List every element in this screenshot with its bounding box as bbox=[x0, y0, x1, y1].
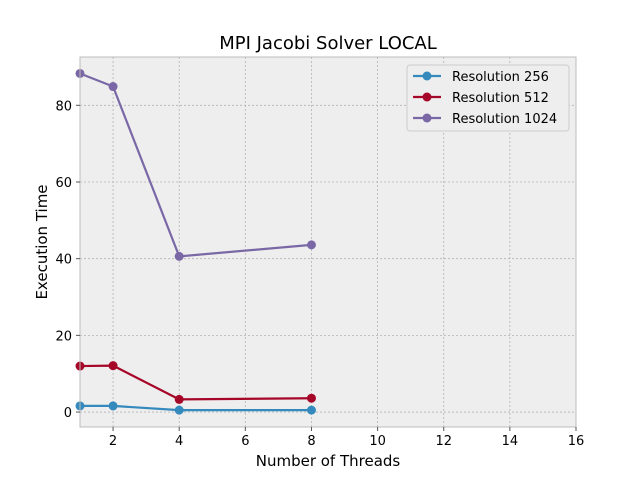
y-tick-label: 40 bbox=[55, 253, 72, 268]
legend-item: Resolution 1024 bbox=[413, 112, 557, 127]
data-point bbox=[108, 361, 118, 371]
legend-swatch-marker bbox=[422, 92, 432, 102]
y-tick-label: 0 bbox=[64, 406, 72, 421]
x-tick-label: 10 bbox=[369, 434, 386, 449]
x-tick-label: 4 bbox=[175, 434, 183, 449]
legend-item: Resolution 256 bbox=[413, 70, 549, 85]
data-point bbox=[174, 405, 184, 415]
x-tick-label: 6 bbox=[241, 434, 249, 449]
data-point bbox=[306, 240, 316, 250]
series-line bbox=[80, 404, 312, 412]
data-point bbox=[108, 82, 118, 92]
series-line bbox=[79, 72, 312, 258]
x-tick-label: 12 bbox=[435, 434, 452, 449]
x-tick-label: 16 bbox=[568, 434, 585, 449]
x-axis-label: Number of Threads bbox=[256, 452, 401, 470]
chart-title: MPI Jacobi Solver LOCAL bbox=[219, 33, 437, 54]
data-point bbox=[108, 401, 118, 411]
y-axis-label: Execution Time bbox=[33, 184, 51, 299]
data-point bbox=[174, 251, 184, 261]
legend-swatch-marker bbox=[422, 113, 432, 123]
x-tick-label: 2 bbox=[109, 434, 117, 449]
data-point bbox=[306, 393, 316, 403]
data-point bbox=[174, 394, 184, 404]
x-tick-label: 8 bbox=[307, 434, 315, 449]
data-point bbox=[306, 405, 316, 415]
y-tick-label: 60 bbox=[55, 176, 72, 191]
y-tick-label: 20 bbox=[55, 329, 72, 344]
legend-label: Resolution 256 bbox=[452, 70, 549, 85]
x-axis-ticks: 2 4 6 8 10 12 14 16 bbox=[109, 427, 584, 449]
legend-box bbox=[406, 64, 570, 132]
series-1 bbox=[75, 401, 316, 415]
legend-item: Resolution 512 bbox=[413, 91, 549, 106]
legend: Resolution 256 Resolution 512 Resolution 1… bbox=[406, 64, 570, 132]
x-tick-label: 14 bbox=[502, 434, 519, 449]
series-3 bbox=[75, 68, 316, 261]
series-layer bbox=[75, 68, 316, 415]
y-tick-label: 80 bbox=[55, 99, 72, 114]
legend-swatch-marker bbox=[422, 71, 432, 81]
y-axis-ticks: 0 20 40 60 80 bbox=[55, 99, 80, 421]
plot-frame bbox=[79, 56, 577, 428]
legend-label: Resolution 1024 bbox=[452, 112, 557, 127]
series-line bbox=[79, 364, 312, 401]
legend-label: Resolution 512 bbox=[452, 91, 549, 106]
